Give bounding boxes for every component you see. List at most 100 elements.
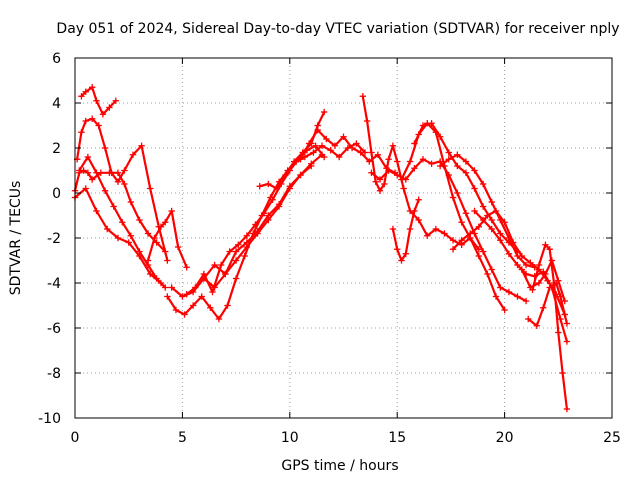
data-point	[484, 270, 491, 278]
data-point	[415, 216, 422, 224]
data-point	[112, 97, 120, 104]
data-point	[164, 293, 171, 300]
data-point	[275, 201, 283, 208]
data-point	[475, 252, 483, 260]
data-point	[441, 230, 448, 237]
data-point	[419, 122, 427, 129]
data-point	[162, 219, 169, 226]
data-point	[312, 142, 319, 149]
y-tick-label: -4	[47, 276, 61, 292]
data-point	[501, 219, 508, 226]
data-point	[110, 203, 117, 210]
data-point	[501, 306, 508, 314]
data-point	[419, 156, 427, 163]
data-point	[168, 207, 175, 215]
x-tick-label: 15	[388, 430, 406, 446]
series-sat-j	[200, 151, 326, 282]
data-point	[265, 212, 272, 219]
data-point	[168, 284, 175, 291]
data-point	[297, 156, 304, 163]
data-point	[366, 158, 373, 165]
data-point	[522, 261, 530, 269]
data-point	[467, 230, 474, 237]
data-point	[121, 167, 128, 174]
series-sat-b	[73, 115, 171, 264]
data-point	[389, 225, 397, 233]
data-point	[550, 279, 558, 287]
data-point	[458, 219, 465, 226]
data-point	[260, 210, 268, 217]
data-point	[172, 306, 180, 314]
data-point	[533, 322, 541, 329]
data-point	[269, 196, 276, 203]
data-point	[226, 248, 233, 255]
data-point	[252, 221, 259, 228]
data-point	[136, 216, 143, 224]
y-tick-label: 6	[52, 51, 61, 67]
series-sat-e	[76, 153, 169, 291]
data-point	[215, 315, 223, 323]
data-point	[273, 185, 281, 192]
data-point	[84, 153, 92, 161]
data-point	[348, 144, 356, 152]
data-point	[546, 246, 553, 253]
data-point	[164, 257, 171, 264]
data-point	[497, 284, 504, 291]
data-point	[88, 115, 96, 122]
data-point	[559, 369, 566, 377]
data-point	[265, 180, 272, 188]
data-point	[217, 261, 225, 269]
data-point	[394, 246, 401, 253]
data-point	[138, 142, 145, 149]
data-point	[454, 189, 461, 197]
data-point	[183, 291, 190, 298]
series-line-sat-r	[439, 153, 536, 269]
series-line-sat-u	[527, 281, 568, 327]
data-point	[308, 160, 315, 167]
data-point	[200, 275, 208, 282]
y-tick-label: -10	[38, 411, 61, 427]
series-line-sat-m	[361, 95, 480, 251]
data-point	[297, 171, 304, 179]
data-point	[114, 169, 122, 176]
data-point	[174, 243, 182, 251]
data-point	[125, 239, 132, 246]
data-point	[479, 180, 487, 188]
data-point	[282, 171, 289, 179]
data-point	[340, 133, 347, 140]
data-point	[471, 207, 478, 215]
data-point	[563, 405, 571, 413]
data-point	[331, 142, 339, 149]
data-point	[376, 187, 384, 194]
data-point	[93, 169, 100, 176]
data-point	[363, 117, 371, 125]
data-point	[505, 250, 513, 257]
data-point	[488, 216, 495, 224]
data-point	[127, 198, 135, 206]
data-point	[432, 225, 440, 233]
data-point	[314, 126, 321, 134]
data-point	[381, 180, 388, 188]
y-axis-title: SDTVAR / TECUs	[8, 181, 24, 296]
data-point	[153, 275, 160, 282]
series-line-sat-j	[202, 153, 324, 280]
data-point	[114, 234, 122, 242]
data-point	[462, 210, 470, 217]
data-point	[415, 196, 422, 203]
data-point	[84, 169, 92, 176]
data-point	[101, 187, 109, 194]
data-point	[183, 264, 190, 271]
data-point	[535, 261, 543, 269]
data-point	[518, 252, 525, 260]
data-point	[479, 203, 487, 210]
data-point	[254, 228, 261, 235]
data-point	[99, 111, 107, 118]
data-point	[424, 232, 431, 239]
data-point	[76, 167, 83, 174]
data-point	[318, 142, 326, 149]
data-point	[522, 297, 530, 305]
data-point	[136, 248, 143, 255]
data-point	[548, 257, 556, 264]
data-point	[411, 165, 418, 172]
data-point	[542, 270, 549, 278]
